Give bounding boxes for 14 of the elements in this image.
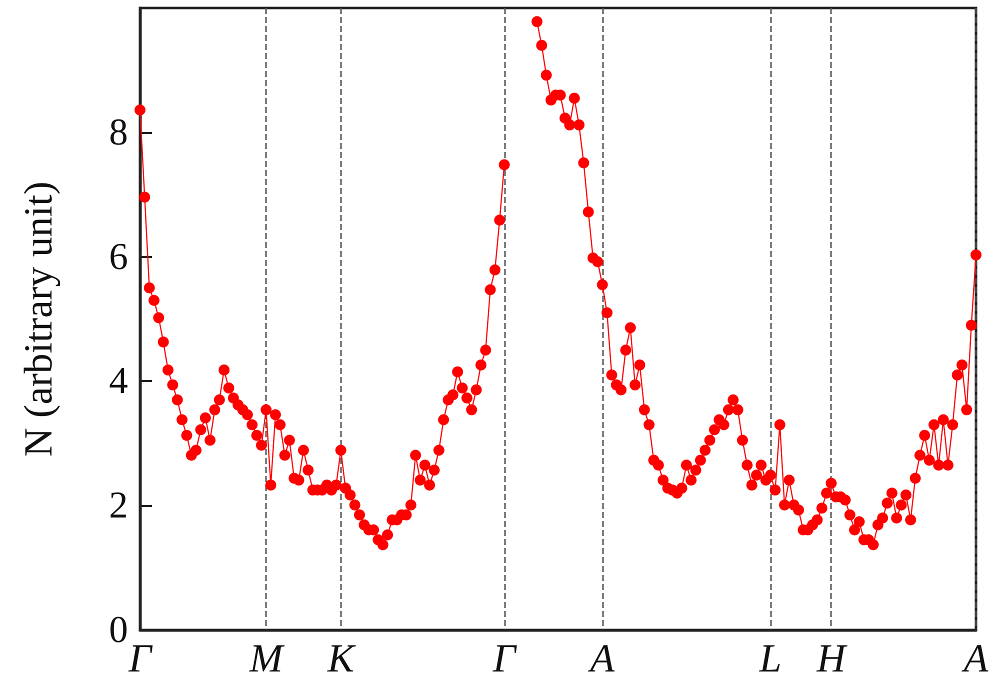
y-tick-label: 2 xyxy=(109,484,128,527)
x-tick-label: A xyxy=(960,636,989,680)
x-tick-label: M xyxy=(248,636,286,680)
x-tick-label: K xyxy=(326,636,356,680)
y-tick-label: 6 xyxy=(109,236,128,278)
x-tick-label: Γ xyxy=(128,636,154,680)
y-tick-label: 0 xyxy=(109,609,128,651)
y-axis-title: N (arbitrary unit) xyxy=(16,181,60,457)
x-tick-label: Γ xyxy=(492,636,518,680)
x-tick-label: L xyxy=(758,636,782,680)
x-tick-label: A xyxy=(587,636,616,680)
y-tick-label: 4 xyxy=(109,360,128,402)
y-tick-label: 8 xyxy=(109,111,128,154)
x-tick-label: H xyxy=(816,636,848,680)
